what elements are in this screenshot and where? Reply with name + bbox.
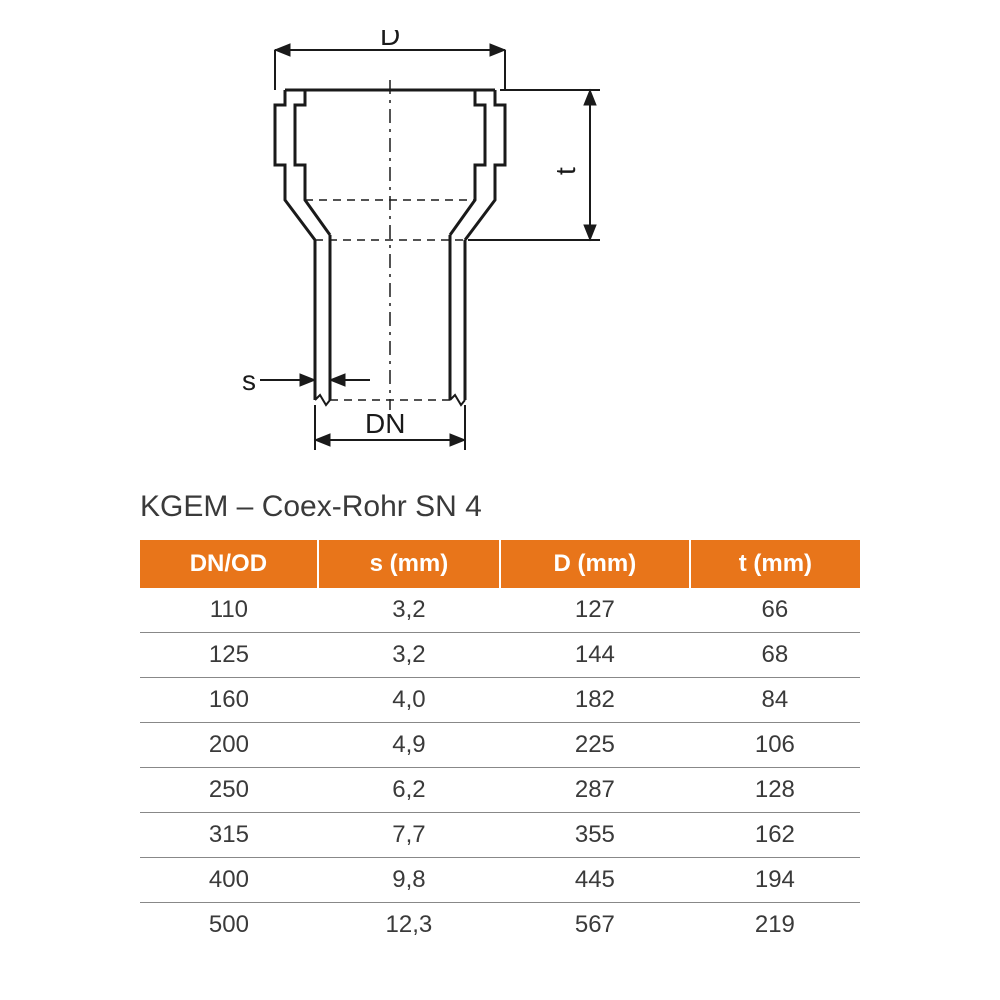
- table-cell: 66: [690, 588, 860, 633]
- table-cell: 160: [140, 678, 318, 723]
- col-header: DN/OD: [140, 540, 318, 588]
- col-header: D (mm): [500, 540, 690, 588]
- table-row: 50012,3567219: [140, 903, 860, 948]
- table-cell: 250: [140, 768, 318, 813]
- table-cell: 3,2: [318, 633, 500, 678]
- table-cell: 144: [500, 633, 690, 678]
- table-cell: 194: [690, 858, 860, 903]
- table-cell: 200: [140, 723, 318, 768]
- table-row: 1103,212766: [140, 588, 860, 633]
- svg-text:D: D: [380, 30, 400, 51]
- svg-text:DN: DN: [365, 408, 405, 439]
- table-cell: 219: [690, 903, 860, 948]
- svg-text:s: s: [242, 365, 256, 396]
- table-cell: 4,9: [318, 723, 500, 768]
- table-cell: 355: [500, 813, 690, 858]
- col-header: s (mm): [318, 540, 500, 588]
- table-cell: 68: [690, 633, 860, 678]
- table-title: KGEM – Coex-Rohr SN 4: [140, 490, 482, 524]
- spec-table: DN/OD s (mm) D (mm) t (mm) 1103,21276612…: [140, 540, 860, 947]
- table-cell: 9,8: [318, 858, 500, 903]
- table-cell: 3,2: [318, 588, 500, 633]
- table-cell: 125: [140, 633, 318, 678]
- table-row: 1604,018284: [140, 678, 860, 723]
- table-cell: 567: [500, 903, 690, 948]
- table-cell: 445: [500, 858, 690, 903]
- table-cell: 7,7: [318, 813, 500, 858]
- table-cell: 106: [690, 723, 860, 768]
- table-cell: 162: [690, 813, 860, 858]
- table-cell: 128: [690, 768, 860, 813]
- table-cell: 225: [500, 723, 690, 768]
- table-row: 3157,7355162: [140, 813, 860, 858]
- table-cell: 315: [140, 813, 318, 858]
- pipe-diagram: D t: [200, 30, 700, 460]
- table-cell: 400: [140, 858, 318, 903]
- table-row: 2506,2287128: [140, 768, 860, 813]
- table-cell: 6,2: [318, 768, 500, 813]
- table-cell: 127: [500, 588, 690, 633]
- table-row: 4009,8445194: [140, 858, 860, 903]
- table-cell: 500: [140, 903, 318, 948]
- table-cell: 110: [140, 588, 318, 633]
- table-header-row: DN/OD s (mm) D (mm) t (mm): [140, 540, 860, 588]
- svg-text:t: t: [550, 167, 581, 175]
- table-cell: 4,0: [318, 678, 500, 723]
- table-cell: 84: [690, 678, 860, 723]
- table-row: 1253,214468: [140, 633, 860, 678]
- table-row: 2004,9225106: [140, 723, 860, 768]
- table-cell: 12,3: [318, 903, 500, 948]
- col-header: t (mm): [690, 540, 860, 588]
- table-cell: 287: [500, 768, 690, 813]
- table-cell: 182: [500, 678, 690, 723]
